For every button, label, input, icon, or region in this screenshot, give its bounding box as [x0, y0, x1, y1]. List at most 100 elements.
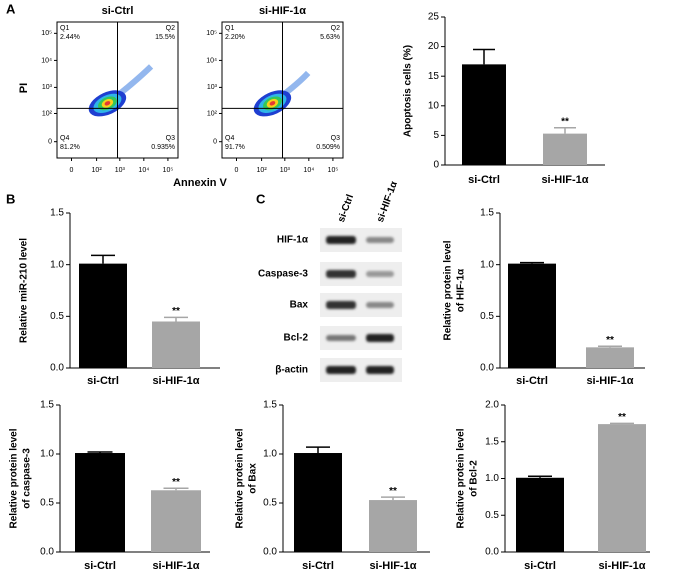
- y-tick-label: 1.5: [485, 436, 499, 447]
- quadrant-percent: 0.509%: [316, 144, 340, 151]
- bar: [586, 347, 634, 368]
- significance-label: **: [561, 116, 569, 127]
- y-tick-label: 10⁴: [206, 57, 217, 64]
- x-tick-label: si-HIF-1α: [586, 375, 633, 387]
- y-tick-label: 20: [428, 41, 440, 52]
- y-tick-label: 0.5: [480, 311, 494, 322]
- x-tick-label: 10⁵: [163, 167, 174, 174]
- y-tick-label: 1.0: [480, 259, 494, 270]
- x-tick-label: si-Ctrl: [87, 375, 119, 387]
- x-tick-label: 10²: [257, 167, 268, 174]
- quadrant-percent: 15.5%: [155, 34, 175, 41]
- y-tick-label: 10⁵: [206, 30, 217, 37]
- bar: [79, 263, 127, 368]
- y-tick-label: 10⁴: [41, 57, 52, 64]
- significance-label: **: [606, 335, 614, 346]
- quadrant-name: Q4: [60, 135, 69, 142]
- protein-label: β-actin: [275, 365, 308, 376]
- x-tick-label: si-Ctrl: [84, 560, 116, 572]
- y-tick-label: 5: [433, 130, 439, 141]
- y-axis-label: of caspase-3: [22, 448, 33, 509]
- quadrant-name: Q2: [331, 25, 340, 32]
- lane-label: si-HIF-1α: [375, 179, 400, 224]
- protein-label: HIF-1α: [277, 235, 309, 246]
- significance-label: **: [389, 486, 397, 497]
- protein-label: Caspase-3: [258, 269, 308, 280]
- y-axis-label: Apoptosis cells (%): [403, 45, 414, 137]
- quadrant-percent: 81.2%: [60, 144, 80, 151]
- y-tick-label: 0: [213, 139, 217, 146]
- x-tick-label: 10³: [280, 167, 291, 174]
- y-tick-label: 10³: [207, 84, 218, 91]
- x-tick-label: si-Ctrl: [524, 560, 556, 572]
- y-tick-label: 1.5: [40, 400, 54, 411]
- quadrant-percent: 5.63%: [320, 34, 340, 41]
- y-axis-label: Relative protein level: [443, 240, 454, 340]
- y-tick-label: 10: [428, 100, 440, 111]
- bar: [598, 424, 646, 552]
- y-tick-label: 0.0: [50, 363, 64, 374]
- western-blot: [320, 228, 402, 382]
- x-tick-label: si-Ctrl: [302, 560, 334, 572]
- y-tick-label: 1.0: [50, 259, 64, 270]
- quadrant-name: Q3: [331, 135, 340, 142]
- lane-label: si-Ctrl: [336, 193, 356, 224]
- y-tick-label: 0.0: [40, 547, 54, 558]
- y-axis-label: of Bax: [248, 463, 259, 494]
- density-cloud: [104, 101, 111, 106]
- protein-label: Bcl-2: [284, 333, 309, 344]
- quadrant-percent: 2.20%: [225, 34, 245, 41]
- bar: [543, 133, 587, 165]
- y-tick-label: 1.5: [263, 400, 277, 411]
- y-tick-label: 1.0: [40, 449, 54, 460]
- x-tick-label: 10⁵: [328, 167, 339, 174]
- quadrant-name: Q2: [166, 25, 175, 32]
- chart-title: si-HIF-1α: [259, 5, 306, 17]
- x-tick-label: si-HIF-1α: [541, 174, 588, 186]
- y-axis-label: PI: [18, 83, 30, 93]
- x-tick-label: si-HIF-1α: [598, 560, 645, 572]
- y-axis-label: Relative protein level: [9, 428, 20, 528]
- x-tick-label: 10³: [115, 167, 126, 174]
- chart-title: si-Ctrl: [102, 5, 134, 17]
- significance-label: **: [172, 306, 180, 317]
- quadrant-name: Q1: [60, 25, 69, 32]
- bar: [294, 453, 342, 552]
- y-axis-label: of HIF-1α: [456, 268, 467, 312]
- quadrant-percent: 2.44%: [60, 34, 80, 41]
- bar: [516, 477, 564, 552]
- y-axis-label: Relative miR-210 level: [19, 238, 30, 343]
- x-tick-label: 10⁴: [303, 167, 314, 174]
- y-tick-label: 10²: [42, 110, 53, 117]
- y-tick-label: 0.5: [263, 498, 277, 509]
- panel-letter: B: [6, 191, 15, 206]
- y-tick-label: 2.0: [485, 400, 499, 411]
- quadrant-name: Q4: [225, 135, 234, 142]
- y-tick-label: 1.5: [480, 208, 494, 219]
- y-axis-label: Relative protein level: [235, 428, 246, 528]
- x-tick-label: si-Ctrl: [516, 375, 548, 387]
- y-axis-label: of Bcl-2: [469, 460, 480, 497]
- bar: [462, 64, 506, 165]
- x-tick-label: 0: [235, 167, 239, 174]
- y-tick-label: 0: [433, 160, 439, 171]
- significance-label: **: [618, 412, 626, 423]
- y-axis-label: Relative protein level: [456, 428, 467, 528]
- y-tick-label: 25: [428, 12, 440, 23]
- bar: [508, 263, 556, 368]
- x-tick-label: si-Ctrl: [468, 174, 500, 186]
- significance-label: **: [172, 477, 180, 488]
- y-tick-label: 1.5: [50, 208, 64, 219]
- panel-letter: A: [6, 1, 16, 16]
- bar: [369, 500, 417, 552]
- bar: [152, 321, 200, 368]
- y-tick-label: 10³: [42, 84, 53, 91]
- quadrant-name: Q1: [225, 25, 234, 32]
- y-tick-label: 10²: [207, 110, 218, 117]
- x-tick-label: si-HIF-1α: [369, 560, 416, 572]
- x-tick-label: 10⁴: [138, 167, 149, 174]
- y-tick-label: 1.0: [485, 473, 499, 484]
- y-tick-label: 0: [48, 139, 52, 146]
- y-tick-label: 0.0: [480, 363, 494, 374]
